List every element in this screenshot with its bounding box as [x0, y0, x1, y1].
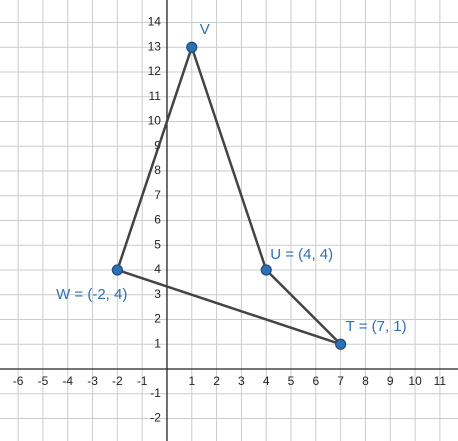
y-tick-label: 6 [154, 213, 161, 227]
y-tick-label: 11 [149, 89, 162, 103]
y-tick-label: 10 [148, 114, 162, 128]
y-tick-label: 8 [154, 163, 161, 177]
vertex-point [260, 264, 272, 276]
x-tick-label: 6 [312, 374, 319, 388]
x-tick-label: -1 [137, 374, 148, 388]
x-tick-label: 5 [288, 374, 295, 388]
vertex-label: W = (-2, 4) [56, 286, 127, 303]
x-tick-label: 3 [238, 374, 245, 388]
vertex-label: V [200, 21, 210, 38]
x-tick-label: 2 [213, 374, 220, 388]
x-tick-label: -6 [13, 374, 24, 388]
y-tick-label: 2 [154, 312, 161, 326]
vertex-point [335, 338, 347, 350]
x-tick-label: 1 [188, 374, 195, 388]
y-tick-label: 1 [154, 336, 161, 350]
vertex-label: T = (7, 1) [346, 318, 407, 335]
x-tick-label: 4 [263, 374, 270, 388]
y-tick-label: 4 [154, 262, 161, 276]
y-tick-label: 5 [154, 237, 161, 251]
vertex-label: U = (4, 4) [270, 246, 333, 263]
x-tick-label: 7 [337, 374, 344, 388]
vertex-point [111, 264, 123, 276]
x-tick-label: -2 [112, 374, 123, 388]
x-tick-label: 11 [434, 374, 447, 388]
x-tick-label: -3 [87, 374, 98, 388]
x-tick-label: 9 [387, 374, 394, 388]
x-tick-label: 10 [408, 374, 422, 388]
y-tick-label: 13 [148, 39, 162, 53]
y-tick-label: 12 [148, 64, 162, 78]
x-tick-label: -5 [38, 374, 49, 388]
y-tick-label: -2 [150, 411, 161, 425]
y-tick-label: 3 [154, 287, 161, 301]
vertex-point [186, 41, 198, 53]
y-tick-label: 7 [154, 188, 161, 202]
x-tick-label: -4 [62, 374, 73, 388]
x-tick-label: 8 [362, 374, 369, 388]
y-tick-label: 14 [148, 15, 162, 29]
y-tick-label: -1 [150, 386, 161, 400]
